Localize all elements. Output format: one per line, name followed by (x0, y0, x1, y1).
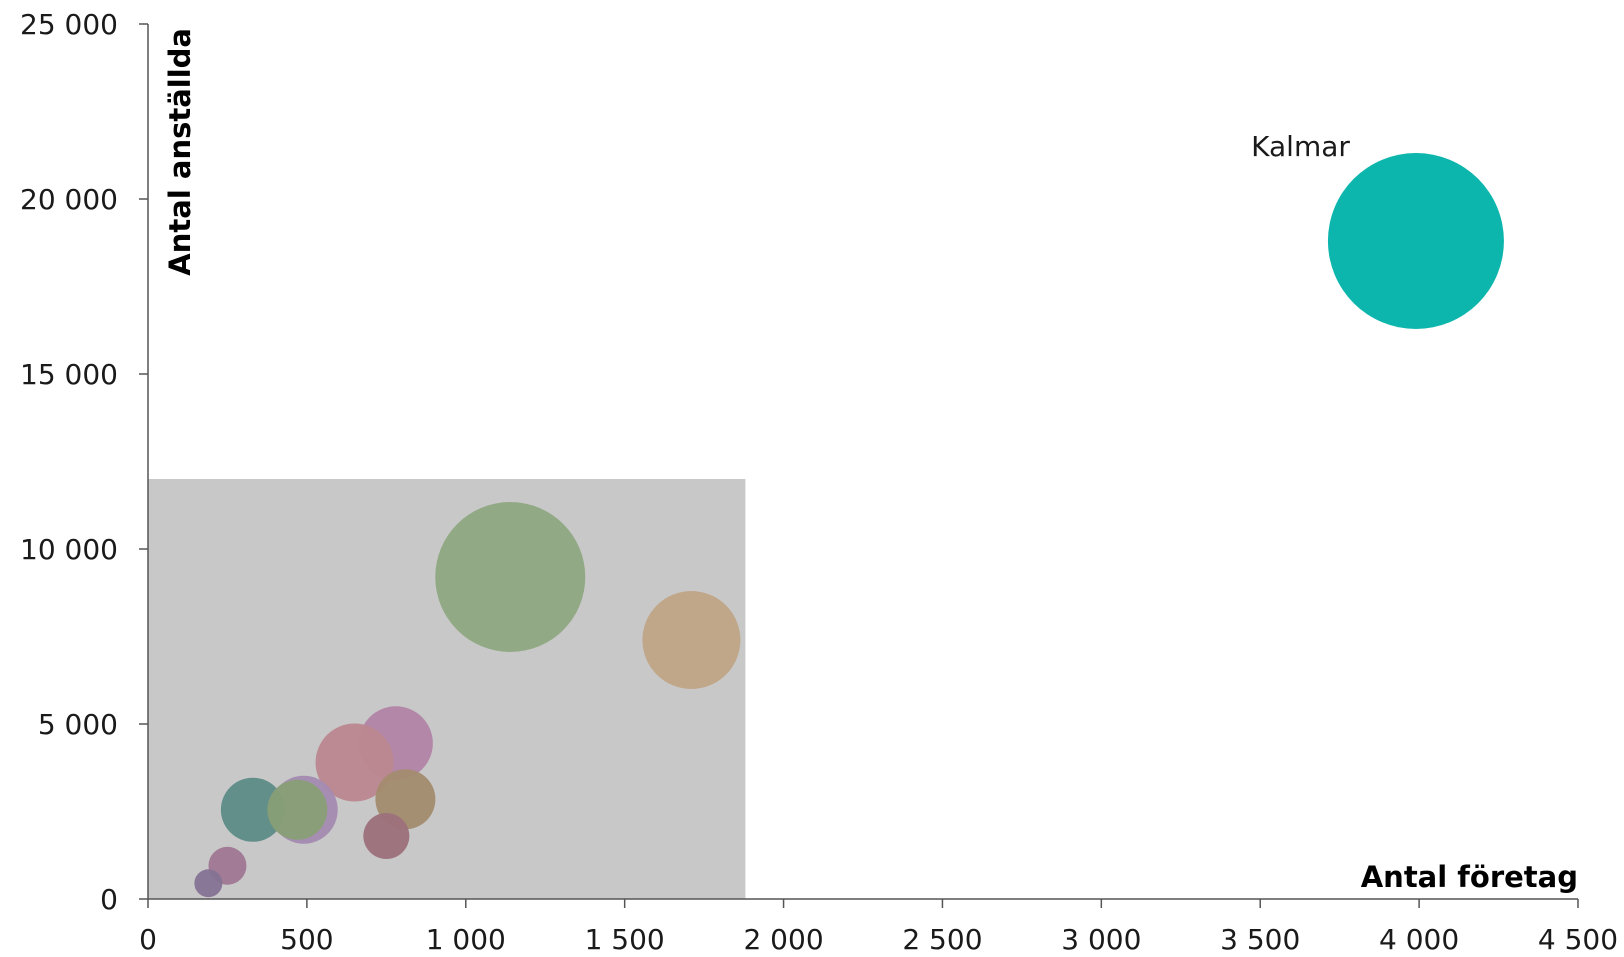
y-tick-label: 20 000 (20, 183, 118, 216)
x-tick-label: 500 (280, 923, 333, 956)
y-tick-label: 15 000 (20, 358, 118, 391)
bubble-1 (1327, 153, 1504, 329)
x-tick-label: 1 000 (426, 923, 506, 956)
x-tick-label: 3 000 (1061, 923, 1141, 956)
x-tick-label: 4 500 (1538, 923, 1618, 956)
x-tick-label: 2 000 (743, 923, 823, 956)
x-tick-label: 0 (139, 923, 157, 956)
bubble-12 (194, 869, 223, 898)
y-ticks: 0 5 000 10 000 15 000 20 000 25 000 (20, 8, 148, 916)
x-tick-label: 2 500 (902, 923, 982, 956)
bubble-3 (642, 591, 741, 689)
bubble-9 (267, 779, 328, 840)
x-tick-label: 1 500 (585, 923, 665, 956)
bubble-label-1: Kalmar (1251, 130, 1350, 163)
bubble-labels: Kalmar (1251, 130, 1350, 163)
bubble-5 (315, 723, 394, 802)
bubble-10 (363, 813, 410, 859)
x-tick-label: 4 000 (1379, 923, 1459, 956)
bubble-8 (220, 777, 285, 842)
y-axis-title: Antal anställda (163, 28, 197, 276)
bubbles (194, 153, 1504, 898)
bubble-2 (435, 502, 586, 652)
y-tick-label: 5 000 (38, 708, 118, 741)
y-tick-label: 0 (100, 883, 118, 916)
x-ticks: 0 500 1 000 1 500 2 000 2 500 3 000 3 500 4 000 4… (139, 899, 1618, 956)
y-tick-label: 25 000 (20, 8, 118, 41)
y-tick-label: 10 000 (20, 533, 118, 566)
x-axis-title: Antal företag (1361, 860, 1578, 894)
x-tick-label: 3 500 (1220, 923, 1300, 956)
